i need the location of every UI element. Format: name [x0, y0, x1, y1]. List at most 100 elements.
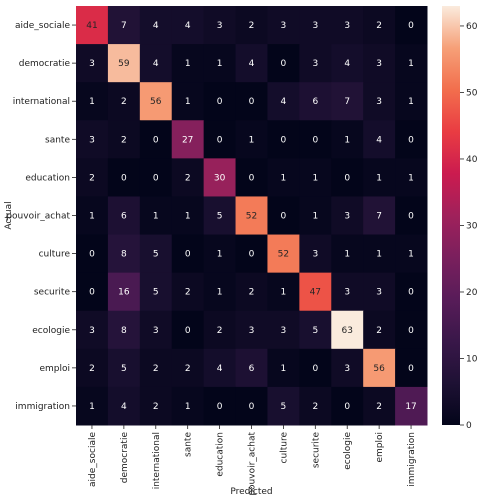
heatmap-cell — [76, 234, 109, 274]
heatmap-cell — [76, 6, 109, 45]
cell-value-label: 6 — [121, 212, 127, 222]
heatmap-cell — [395, 386, 428, 426]
cell-value-label: 2 — [153, 364, 159, 374]
cell-value-label: 0 — [249, 173, 255, 183]
heatmap-cell — [171, 158, 205, 197]
cell-value-label: 4 — [153, 21, 159, 31]
heatmap-cell — [363, 348, 396, 388]
heatmap-cell — [299, 82, 332, 121]
x-axis-label: Predicted — [230, 487, 272, 497]
heatmap-cell — [395, 196, 428, 236]
heatmap-cell — [267, 44, 300, 83]
cell-value-label: 0 — [312, 364, 318, 374]
heatmap-cell — [235, 44, 268, 83]
heatmap-cell — [171, 234, 205, 274]
cell-value-label: 5 — [281, 402, 287, 412]
cell-value-label: 1 — [249, 135, 255, 145]
heatmap-cell — [235, 196, 268, 236]
cell-value-label: 3 — [312, 250, 318, 260]
cell-value-label: 2 — [121, 97, 127, 107]
cell-value-label: 3 — [153, 326, 159, 336]
heatmap-cell — [331, 348, 364, 388]
heatmap-cell — [299, 44, 332, 83]
colorbar-tick-label: 40 — [466, 155, 478, 165]
heatmap-cells: 41 7 4 4 3 2 3 3 3 2 03 59 4 1 1 4 0 3 4 3 11 2 56 1 0 0 4 6 7 3 13 2 0 2… — [76, 6, 428, 426]
cell-value-label: 0 — [281, 59, 287, 69]
heatmap-cell — [363, 120, 396, 159]
heatmap-cell — [363, 196, 396, 236]
cell-value-label: 1 — [89, 97, 95, 107]
cell-value-label: 1 — [376, 173, 382, 183]
heatmap-cell — [395, 158, 428, 197]
heatmap-cell — [363, 272, 396, 312]
cell-value-label: 3 — [281, 21, 287, 31]
heatmap-cell — [203, 120, 237, 159]
cell-value-label: 0 — [217, 402, 223, 412]
heatmap-cell — [235, 120, 268, 159]
cell-value-label: 1 — [344, 135, 350, 145]
heatmap-cell — [267, 386, 300, 426]
cell-value-label: 2 — [249, 21, 255, 31]
cell-value-label: 0 — [408, 21, 414, 31]
cell-value-label: 0 — [249, 402, 255, 412]
heatmap-cell — [171, 44, 205, 83]
heatmap-cell — [267, 272, 300, 312]
cell-value-label: 5 — [312, 326, 318, 336]
cell-value-label: 3 — [344, 21, 350, 31]
y-tick-label: aide_sociale — [15, 21, 70, 31]
heatmap-cell — [299, 234, 332, 274]
cell-value-label: 1 — [408, 97, 414, 107]
cell-value-label: 2 — [376, 402, 382, 412]
colorbar-tick-label: 0 — [466, 421, 472, 431]
heatmap-cell — [331, 386, 364, 426]
cell-value-label: 16 — [118, 288, 130, 298]
cell-value-label: 1 — [281, 288, 287, 298]
cell-value-label: 0 — [312, 135, 318, 145]
heatmap-cell — [235, 158, 268, 197]
heatmap-cell — [331, 310, 364, 350]
x-tick-label: emploi — [375, 432, 385, 463]
heatmap-cell — [107, 348, 141, 388]
cell-value-label: 27 — [182, 135, 193, 145]
cell-value-label: 1 — [89, 212, 95, 222]
heatmap-cell — [139, 196, 173, 236]
heatmap-cell — [299, 272, 332, 312]
y-tick-label: ecologie — [32, 326, 70, 336]
y-tick-label: culture — [39, 250, 71, 260]
x-tick-label: education — [216, 432, 226, 477]
heatmap-cell — [267, 234, 300, 274]
heatmap-cell — [331, 158, 364, 197]
x-tick-label: immigration — [407, 432, 417, 487]
cell-value-label: 2 — [376, 21, 382, 31]
heatmap-cell — [363, 234, 396, 274]
heatmap-cell — [395, 272, 428, 312]
x-tick-label: culture — [279, 432, 289, 464]
heatmap-cell — [171, 348, 205, 388]
cell-value-label: 0 — [217, 97, 223, 107]
cell-value-label: 4 — [121, 402, 127, 412]
cell-value-label: 2 — [249, 288, 255, 298]
heatmap-cell — [299, 310, 332, 350]
cell-value-label: 8 — [121, 250, 127, 260]
y-tick-label: international — [13, 97, 70, 107]
heatmap-cell — [363, 82, 396, 121]
heatmap-cell — [203, 310, 237, 350]
heatmap-cell — [299, 348, 332, 388]
cell-value-label: 47 — [310, 288, 321, 298]
cell-value-label: 0 — [344, 173, 350, 183]
heatmap-cell — [363, 386, 396, 426]
cell-value-label: 1 — [376, 250, 382, 260]
cell-value-label: 0 — [249, 97, 255, 107]
cell-value-label: 59 — [118, 59, 130, 69]
colorbar-gradient — [442, 6, 460, 425]
heatmap-cell — [139, 348, 173, 388]
cell-value-label: 0 — [408, 364, 414, 374]
heatmap-cell — [76, 272, 109, 312]
heatmap-cell — [395, 234, 428, 274]
cell-value-label: 3 — [376, 288, 382, 298]
cell-value-label: 2 — [89, 364, 95, 374]
heatmap-cell — [299, 158, 332, 197]
cell-value-label: 1 — [217, 250, 223, 260]
cell-value-label: 0 — [344, 402, 350, 412]
cell-value-label: 2 — [89, 173, 95, 183]
